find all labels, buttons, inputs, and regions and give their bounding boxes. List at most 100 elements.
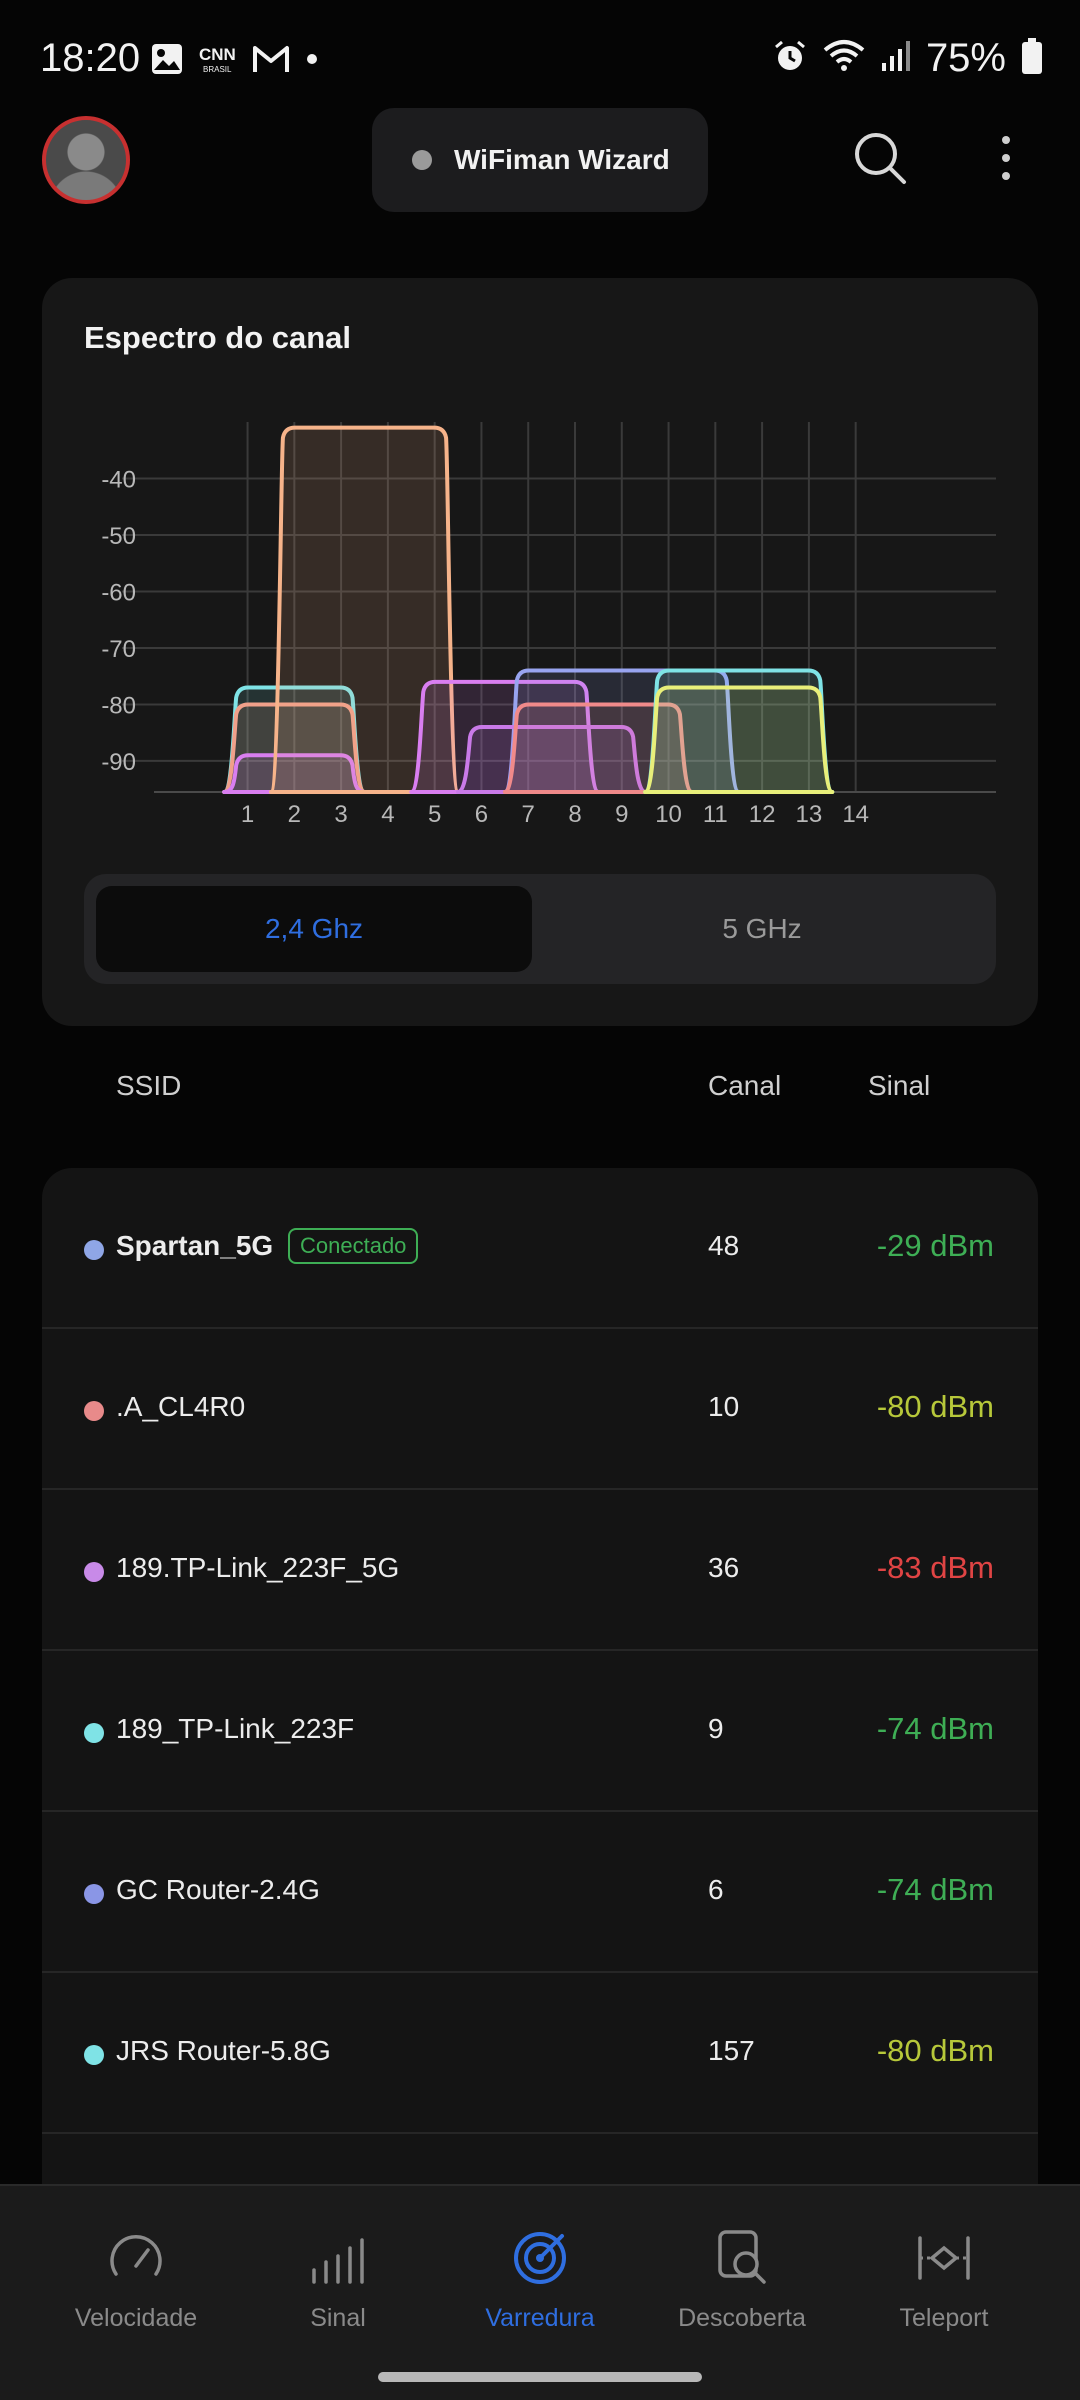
network-ssid: .A_CL4R0 [116, 1391, 246, 1422]
status-system-icons: 75% [772, 36, 1044, 81]
network-color-dot [84, 1240, 104, 1260]
nav-label: Descoberta [678, 2304, 806, 2332]
bottom-navigation: Velocidade Sinal Varredura Descoberta Te… [0, 2184, 1080, 2400]
nav-velocidade[interactable]: Velocidade [28, 2186, 244, 2356]
cell-signal-icon [880, 39, 912, 78]
channel-spectrum-curve [268, 425, 461, 794]
speedometer-icon [110, 2234, 162, 2276]
network-channel: 48 [708, 1230, 740, 1261]
network-signal: -80 dBm [876, 2033, 994, 2068]
x-tick-label: 7 [522, 801, 535, 828]
network-signal: -83 dBm [876, 1550, 994, 1585]
x-tick-label: 5 [428, 801, 441, 828]
signal-bars-icon [312, 2238, 364, 2284]
nav-label: Varredura [485, 2304, 595, 2332]
x-tick-label: 8 [568, 801, 581, 828]
network-row[interactable]: 189.TP-Link_223F_5G 36 -83 dBm [42, 1490, 1038, 1651]
channel-spectrum-curve [409, 679, 601, 794]
channel-spectrum-card: Espectro do canal -40 -50 -60 -70 -80 -90 1 2 3 4… [42, 278, 1038, 1026]
channel-spectrum-curve [456, 725, 648, 794]
y-tick-label: -40 [101, 466, 136, 493]
nav-label: Teleport [899, 2304, 989, 2332]
network-ssid: Spartan_5G [116, 1230, 274, 1261]
network-ssid: 189.TP-Link_223F_5G [116, 1552, 400, 1583]
network-channel: 36 [708, 1552, 740, 1583]
band-option-2-4ghz[interactable]: 2,4 Ghz [96, 886, 532, 972]
more-dot [1002, 172, 1010, 180]
device-search-icon [718, 2230, 766, 2284]
spectrum-chart: -40-50-60-70-80-901 2 3 4 5 6 7 8 9 10 11 12 13 14 [101, 422, 996, 828]
column-header-sinal[interactable]: Sinal [868, 1070, 931, 1101]
network-signal: -74 dBm [876, 1872, 994, 1907]
network-row[interactable]: 189_TP-Link_223F 9 -74 dBm [42, 1651, 1038, 1812]
wifi-icon [822, 38, 866, 79]
x-tick-label: 13 [796, 801, 823, 828]
x-tick-label: 11 [703, 801, 728, 828]
nav-descoberta[interactable]: Descoberta [634, 2186, 850, 2356]
x-tick-label: 10 [655, 801, 682, 828]
gallery-icon [150, 42, 184, 76]
dot-icon [304, 51, 320, 67]
column-header-canal[interactable]: Canal [708, 1070, 782, 1101]
wifiman-wizard-button[interactable]: WiFiman Wizard [372, 108, 708, 212]
status-notification-icons: CNN BRASIL [150, 42, 320, 76]
y-tick-label: -80 [101, 692, 136, 719]
nav-sinal[interactable]: Sinal [230, 2186, 446, 2356]
channel-spectrum-curve [502, 702, 694, 794]
wizard-status-dot [412, 150, 432, 170]
network-color-dot [84, 1562, 104, 1582]
x-tick-label: 9 [615, 801, 628, 828]
column-header-ssid[interactable]: SSID [116, 1070, 182, 1101]
network-color-dot [84, 1401, 104, 1421]
nav-varredura[interactable]: Varredura [432, 2186, 648, 2356]
x-tick-label: 4 [381, 801, 394, 828]
network-row[interactable]: JRS Router-5.8G 157 -80 dBm [42, 1973, 1038, 2134]
nav-label: Velocidade [74, 2304, 198, 2332]
x-tick-label: 3 [334, 801, 347, 828]
channel-spectrum-curve [643, 685, 835, 794]
home-indicator[interactable] [378, 2372, 702, 2382]
network-channel: 10 [708, 1391, 740, 1422]
y-tick-label: -70 [101, 636, 136, 663]
x-tick-label: 14 [842, 801, 869, 828]
search-icon[interactable] [852, 130, 908, 186]
teleport-icon [918, 2236, 970, 2280]
channel-spectrum-curve [222, 702, 367, 794]
network-color-dot [84, 1723, 104, 1743]
network-ssid: GC Router-2.4G [116, 1874, 320, 1905]
network-channel: 157 [708, 2035, 755, 2066]
more-dot [1002, 154, 1010, 162]
nav-label: Sinal [310, 2304, 366, 2332]
network-ssid: JRS Router-5.8G [116, 2035, 331, 2066]
radar-scan-icon [514, 2232, 566, 2284]
network-channel: 9 [708, 1713, 724, 1744]
x-tick-label: 12 [749, 801, 776, 828]
y-tick-label: -50 [101, 523, 136, 550]
network-list: Spartan_5G Conectado 48 -29 dBm .A_CL4R0… [42, 1168, 1038, 2186]
network-row[interactable]: Spartan_5G Conectado 48 -29 dBm [42, 1168, 1038, 1329]
more-dot [1002, 136, 1010, 144]
network-color-dot [84, 1884, 104, 1904]
network-row[interactable]: GC Router-2.4G 6 -74 dBm [42, 1812, 1038, 1973]
y-tick-label: -60 [101, 579, 136, 606]
spectrum-title: Espectro do canal [84, 320, 352, 355]
cnn-brasil-icon: CNN BRASIL [198, 42, 238, 76]
x-tick-label: 1 [241, 801, 254, 828]
battery-percent: 75% [925, 36, 1006, 80]
status-time: 18:20 [40, 36, 141, 80]
y-tick-label: -90 [101, 749, 136, 776]
network-channel: 6 [708, 1874, 724, 1905]
network-color-dot [84, 2045, 104, 2065]
more-vert-icon[interactable] [986, 130, 1026, 186]
gmail-icon [252, 44, 290, 74]
band-toggle[interactable]: 2,4 Ghz 5 GHz [84, 874, 996, 984]
wizard-label: WiFiman Wizard [454, 144, 670, 175]
nav-teleport[interactable]: Teleport [836, 2186, 1052, 2356]
network-table-header: SSID Canal Sinal [0, 1060, 1080, 1110]
alarm-icon [772, 38, 808, 79]
network-row[interactable]: .A_CL4R0 10 -80 dBm [42, 1329, 1038, 1490]
avatar[interactable] [42, 116, 130, 204]
band-option-5ghz[interactable]: 5 GHz [722, 913, 802, 944]
network-signal: -80 dBm [876, 1389, 994, 1424]
x-tick-label: 6 [475, 801, 488, 828]
